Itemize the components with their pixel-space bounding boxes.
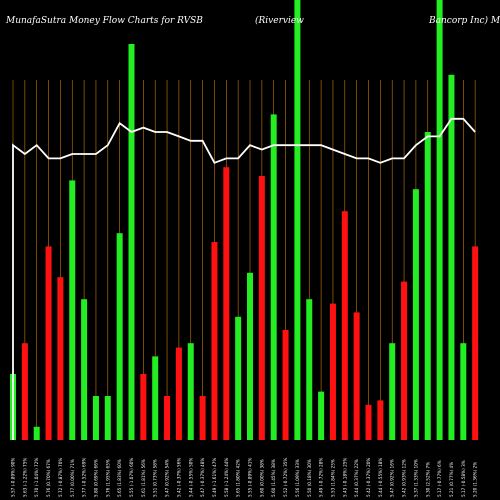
bar-up [460,343,467,440]
x-tick-label: 5.42 (-0.37%) 20% [366,458,371,497]
bar-up [69,180,76,440]
bar-up [187,343,194,440]
x-tick-label: 5.47 (0.92%) 54% [165,459,170,497]
bar-down [164,396,171,440]
x-tick-label: 5.56 (1.09%) 33% [295,459,300,497]
bar-up [424,132,431,440]
flow-line [12,117,476,440]
x-tick-label: 5.65 (1.80%) 42% [236,459,241,497]
x-tick-label: 5.44 (0.37%) 22% [354,459,359,497]
bar-up [247,272,253,440]
bar-down [45,246,52,440]
x-tick-label: 5.30 (2.52%) 7% [425,462,430,497]
bar-down [223,167,230,440]
x-tick-label: 5.55 (-1.07%) 60% [129,458,134,497]
x-tick-label: 5.53 (1.84%) 25% [330,459,335,497]
bar-up [448,74,455,441]
bar-down [21,343,28,440]
bar-up [270,114,277,441]
bar-down [472,246,479,440]
flow-line-layer [12,117,476,440]
x-tick-label: 5.80 (0.69%) 66% [93,459,98,497]
bar-down [341,211,348,440]
x-tick-label: 5.44 (-0.55%) 18% [378,458,383,497]
x-tick-label: 5.51 (0.73%) 58% [153,459,158,497]
bar-down [140,374,147,440]
bar-up [33,426,40,440]
x-tick-label: 5.77 (-0.52%) 69% [82,458,87,497]
x-tick-label: 5.47 (0.92%) 16% [390,459,395,497]
x-tick-label: 5.42 (0.93%) 12% [402,459,407,497]
x-tick-label: 5.17 (-0.77%) 6% [437,460,442,497]
bar-down [365,404,372,440]
x-tick-label: 5.50 (0.18%) 30% [307,459,312,497]
bar-up [412,189,419,440]
bar-up [92,396,99,440]
bar-up [128,44,135,440]
chart-title: MunafaSutra Money Flow Charts for RVSB [5,16,203,26]
bar-down [211,242,218,440]
bar-up [389,343,396,440]
bar-up [306,299,313,440]
bar-down [401,281,408,440]
x-tick-label: 5.49 (-1.61%) 47% [212,458,217,497]
x-tick-label: 5.58 (-1.24%) 44% [224,458,229,497]
x-tick-label: 5.77 (0.00%) 71% [70,459,75,497]
x-tick-label: 5.70 (-1.04%) 72% [34,458,39,497]
bar-up [104,396,111,440]
x-tick-label: 5.17 (-0.58%) 3% [461,460,466,497]
x-tick-label: 5.63 (-1.22%) 75% [22,458,27,497]
x-tick-label: 5.57 (-0.89%) 90% [11,458,16,497]
bars [10,0,479,441]
x-tick-label: 5.76 (0.70%) 67% [46,459,51,497]
bar-down [175,347,182,440]
x-tick-label: 5.37 (1.33%) 10% [413,459,418,497]
bar-up [318,391,325,440]
x-tick-label: 5.60 (1.45%) 38% [271,459,276,497]
bar-down [57,277,64,440]
x-tick-label: 5.43 (-0.18%) 25% [342,458,347,497]
x-tick-label: 5.47 (-0.37%) 48% [200,458,205,497]
x-tick-label: 5.20 (1.36%) 2% [473,462,478,497]
x-tick-label: 5.49 (-0.72%) 28% [319,458,324,497]
x-tick-label: 5.52 (-0.72%) 35% [283,458,288,497]
x-tick-label: 5.55 (-0.89%) 41% [248,458,253,497]
x-tick-label: 5.76 (1.95%) 65% [105,459,110,497]
bar-down [353,312,360,440]
x-tick-label: 5.72 (-0.87%) 70% [58,458,63,497]
chart-company-tail: Bancorp Inc) Munaf [428,15,500,26]
x-tick-label: 5.44 (-0.55%) 50% [188,458,193,497]
x-tick-label: 5.21 (0.77%) 4% [449,462,454,497]
bar-down [282,330,289,440]
bar-up [294,0,301,440]
x-tick-label: 5.42 (-0.37%) 56% [176,458,181,497]
x-tick-label: 5.65 (1.83%) 60% [117,459,122,497]
x-tick-label: 5.61 (1.81%) 56% [141,459,146,497]
x-tick-label: 5.60 (0.00%) 38% [259,459,264,497]
tick-labels: 5.57 (-0.89%) 90% 5.63 (-1.22%) 75% 5.70 (… [11,458,478,497]
chart-company: (Riverview [255,15,304,26]
bar-down [329,303,336,440]
bar-up [152,356,159,440]
bar-up [436,0,443,440]
bar-down [199,396,206,440]
bar-up [116,233,123,440]
bar-down [258,176,265,440]
bar-up [235,316,242,440]
bar-up [81,299,88,440]
bar-down [377,400,384,440]
